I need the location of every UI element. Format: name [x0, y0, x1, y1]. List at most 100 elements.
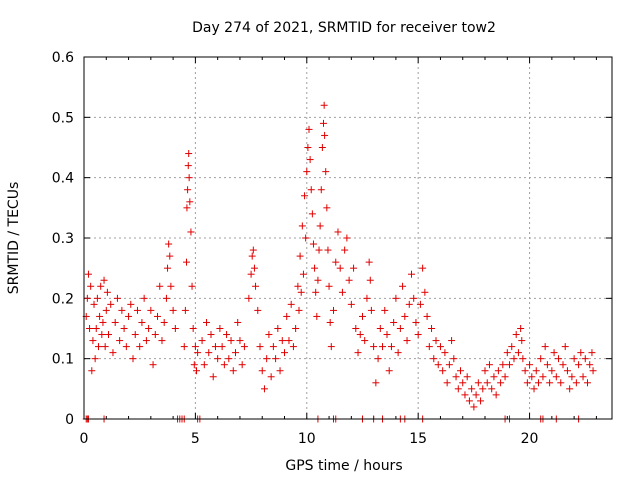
data-point: [302, 234, 310, 242]
data-point: [229, 367, 237, 375]
data-point: [166, 252, 174, 260]
data-point: [234, 318, 242, 326]
data-point: [412, 318, 420, 326]
data-point: [189, 325, 197, 332]
data-point: [87, 282, 95, 290]
data-point: [185, 150, 193, 158]
data-point: [441, 349, 449, 357]
data-point: [332, 258, 340, 266]
data-point: [187, 228, 195, 236]
data-point: [240, 343, 248, 351]
data-point: [322, 168, 330, 176]
data-point: [216, 325, 224, 332]
data-point: [281, 349, 289, 357]
data-point: [186, 198, 194, 206]
data-point: [193, 367, 201, 375]
data-point: [312, 288, 320, 296]
data-point: [274, 325, 282, 332]
data-point: [330, 306, 338, 314]
data-point: [537, 355, 545, 363]
data-point: [372, 379, 380, 387]
data-point: [188, 282, 196, 290]
data-point: [296, 252, 304, 260]
data-point: [461, 391, 469, 399]
data-point: [563, 367, 571, 375]
data-point: [401, 312, 409, 320]
data-point: [306, 156, 314, 164]
data-point: [450, 355, 458, 363]
data-point: [548, 367, 556, 375]
data-point: [575, 361, 583, 369]
data-point: [315, 246, 323, 254]
data-point: [323, 204, 331, 212]
data-point: [543, 361, 551, 369]
data-point: [477, 397, 485, 405]
data-point: [100, 276, 108, 284]
data-point: [514, 349, 522, 357]
data-point: [559, 361, 567, 369]
data-point: [403, 337, 411, 345]
data-point: [122, 343, 130, 351]
data-point: [191, 343, 199, 351]
data-point: [541, 343, 549, 351]
data-point: [205, 349, 213, 357]
data-point: [238, 361, 246, 369]
data-point: [490, 373, 498, 381]
data-point: [485, 361, 493, 369]
data-point: [390, 318, 398, 326]
data-point: [410, 294, 418, 302]
data-point: [338, 288, 346, 296]
data-point: [198, 337, 206, 345]
data-point: [101, 343, 109, 351]
data-point: [200, 361, 208, 369]
data-point: [347, 300, 355, 308]
data-point: [203, 318, 211, 326]
data-point: [392, 294, 400, 302]
data-point: [207, 331, 215, 339]
data-point: [320, 101, 328, 109]
y-tick-label: 0.1: [52, 352, 74, 368]
data-point: [396, 325, 404, 332]
data-point: [457, 367, 465, 375]
data-point: [149, 361, 157, 369]
data-point: [96, 312, 104, 320]
data-point: [265, 331, 273, 339]
y-tick-label: 0.4: [52, 171, 74, 187]
data-point: [361, 337, 369, 345]
data-point: [561, 343, 569, 351]
data-point: [107, 300, 115, 308]
data-point: [343, 234, 351, 242]
data-point: [366, 276, 374, 284]
data-point: [183, 204, 191, 212]
data-point: [577, 349, 585, 357]
data-point: [532, 367, 540, 375]
data-point: [365, 258, 373, 266]
data-point: [151, 331, 159, 339]
data-point: [169, 306, 177, 314]
data-point: [581, 355, 589, 363]
data-point: [479, 385, 487, 393]
data-point: [164, 264, 172, 272]
data-point: [439, 367, 447, 375]
data-point: [345, 276, 353, 284]
data-point: [463, 373, 471, 381]
data-point: [434, 361, 442, 369]
data-point: [184, 186, 192, 194]
data-point: [311, 264, 319, 272]
data-point: [190, 361, 198, 369]
data-point: [147, 306, 155, 314]
chart-title: Day 274 of 2021, SRMTID for receiver tow…: [192, 20, 496, 36]
data-point: [428, 325, 436, 332]
x-tick-label: 5: [191, 431, 200, 447]
data-point: [588, 349, 596, 357]
data-point: [370, 343, 378, 351]
data-point: [579, 373, 587, 381]
data-point: [105, 331, 113, 339]
data-point: [383, 331, 391, 339]
data-point: [367, 306, 375, 314]
data-point: [278, 337, 286, 345]
data-point: [321, 131, 329, 139]
data-point: [324, 246, 332, 254]
plot-frame: [83, 56, 613, 420]
data-point: [319, 119, 327, 127]
